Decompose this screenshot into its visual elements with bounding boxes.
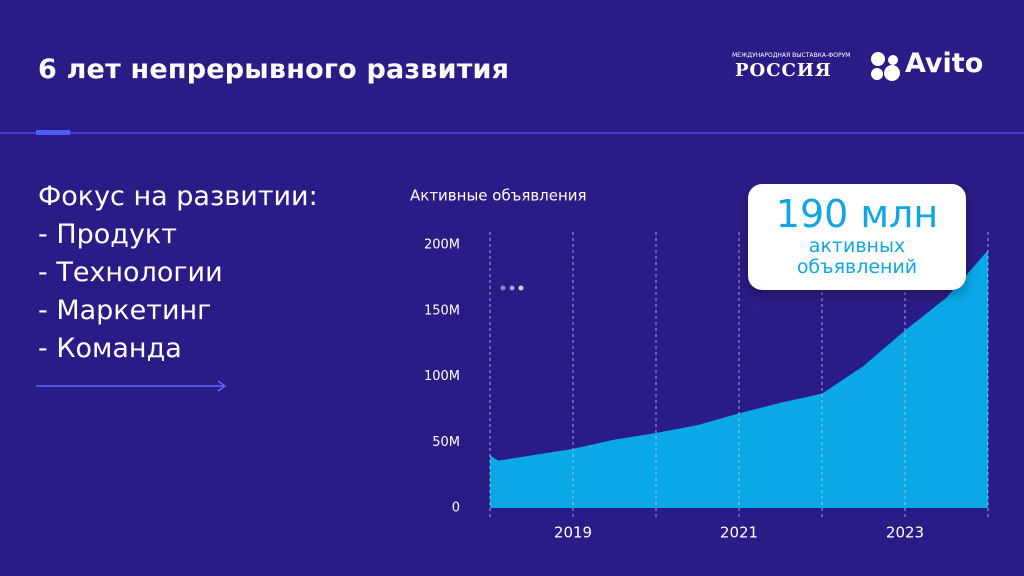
x-tick-label: 2019 (554, 524, 592, 542)
divider-accent (36, 130, 70, 135)
arrow (36, 380, 227, 392)
focus-item: - Технологии (38, 257, 223, 288)
forum-caption: МЕЖДУНАРОДНАЯ ВЫСТАВКА-ФОРУМ (732, 52, 851, 59)
callout-text: активных объявлений (748, 236, 966, 278)
y-tick-label: 100M (424, 369, 460, 384)
y-tick-label: 150M (424, 303, 460, 318)
y-tick-label: 0 (452, 501, 460, 516)
decor-dot (518, 285, 524, 291)
x-tick-label: 2021 (720, 524, 758, 542)
area (490, 250, 988, 508)
y-tick-label: 200M (424, 238, 460, 253)
brand-icon (871, 52, 900, 81)
brand-logo: Avito (905, 48, 984, 79)
focus-item: - Продукт (38, 219, 177, 250)
x-tick-label: 2023 (886, 524, 924, 542)
forum-logo: РОССИЯ (735, 60, 832, 81)
focus-list: Фокус на развитии: - Продукт - Технологи… (38, 178, 318, 368)
y-tick-label: 50M (432, 435, 460, 450)
callout-line: объявлений (796, 256, 918, 278)
decor-dot (500, 285, 506, 291)
slide-title: 6 лет непрерывного развития (38, 54, 510, 85)
callout: 190 млн активных объявлений (748, 184, 966, 290)
callout-line: активных (808, 235, 906, 257)
decor-dot (509, 285, 515, 291)
divider (0, 132, 1024, 134)
focus-item: - Маркетинг (38, 295, 212, 326)
focus-heading: Фокус на развитии: (38, 181, 318, 212)
callout-headline: 190 млн (775, 192, 939, 236)
chart-title: Активные объявления (410, 187, 587, 205)
focus-item: - Команда (38, 333, 182, 364)
